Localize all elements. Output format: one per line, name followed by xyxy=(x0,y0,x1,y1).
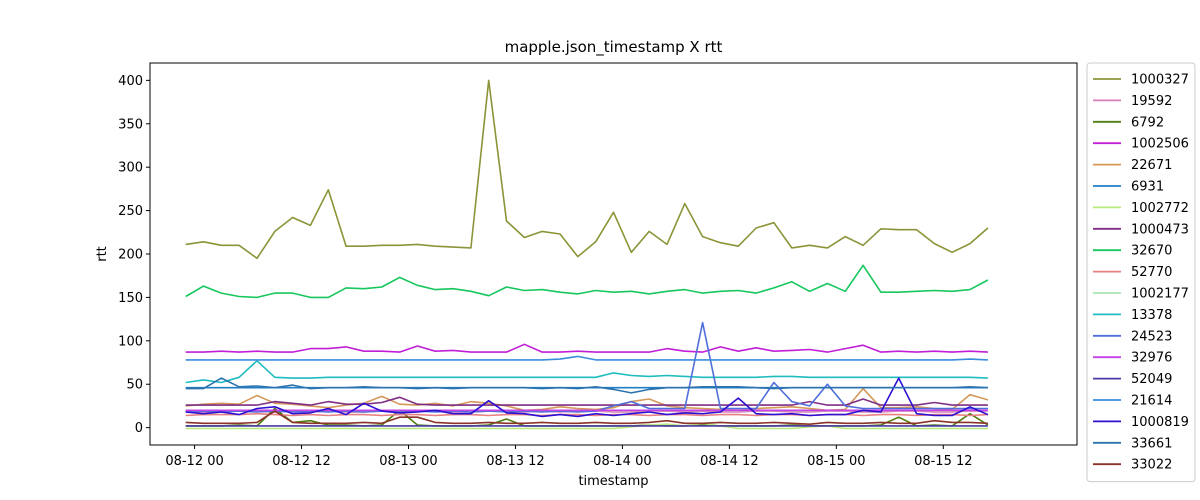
series-line-22671 xyxy=(185,387,989,412)
x-tick-label: 08-13 12 xyxy=(486,454,544,469)
series-line-24523 xyxy=(185,321,988,413)
y-axis-title: rtt xyxy=(95,246,110,262)
legend-label: 1002772 xyxy=(1131,201,1189,216)
legend-label: 1000473 xyxy=(1131,222,1189,237)
legend-box xyxy=(1086,62,1196,483)
legend-label: 19592 xyxy=(1131,94,1172,109)
y-tick-label: 400 xyxy=(118,74,143,89)
legend-label: 1000819 xyxy=(1131,415,1189,430)
y-tick-label: 100 xyxy=(118,334,143,349)
series-line-1002506 xyxy=(185,343,988,353)
legend-label: 13378 xyxy=(1131,308,1172,323)
series-line-1000819 xyxy=(185,377,989,418)
series-line-1000327 xyxy=(185,79,989,260)
x-tick-label: 08-15 12 xyxy=(914,454,972,469)
legend-label: 21614 xyxy=(1131,394,1172,409)
x-tick-label: 08-14 00 xyxy=(593,454,651,469)
y-tick-label: 350 xyxy=(118,117,143,132)
x-tick-label: 08-13 00 xyxy=(379,454,437,469)
series-line-13378 xyxy=(185,359,988,384)
y-tick-label: 50 xyxy=(126,378,143,393)
series-line-33022 xyxy=(185,410,988,426)
x-axis-title: timestamp xyxy=(578,474,648,489)
series-line-1002772 xyxy=(185,422,988,430)
legend-label: 32976 xyxy=(1131,351,1172,366)
legend-label: 1002506 xyxy=(1131,137,1189,152)
x-tick-label: 08-12 00 xyxy=(165,454,223,469)
legend-label: 6792 xyxy=(1131,115,1164,130)
legend-label: 22671 xyxy=(1131,158,1172,173)
legend-label: 6931 xyxy=(1131,180,1164,195)
x-tick-label: 08-15 00 xyxy=(807,454,865,469)
series-line-32670 xyxy=(185,264,989,299)
x-axis: 08-12 00 08-12 12 08-13 00 08-13 12 08-14 00… xyxy=(165,445,973,469)
y-tick-label: 300 xyxy=(118,161,143,176)
x-tick-label: 08-14 12 xyxy=(700,454,758,469)
y-tick-label: 0 xyxy=(135,421,143,436)
series-line-1000473 xyxy=(185,396,988,406)
legend-label: 52049 xyxy=(1131,372,1172,387)
series-line-33661 xyxy=(185,377,988,394)
legend-label: 1000327 xyxy=(1131,73,1189,88)
y-tick-label: 200 xyxy=(118,248,143,263)
legend: 1000327 19592 6792 1002506 22671 6931 1002772 1… xyxy=(1086,62,1196,483)
legend-label: 33022 xyxy=(1131,458,1172,473)
series-layer xyxy=(185,79,989,430)
chart-title: mapple.json_timestamp X rtt xyxy=(505,38,723,57)
series-line-21614 xyxy=(185,355,988,361)
y-axis: 0 50 100 150 200 250 300 350 400 xyxy=(118,74,150,436)
legend-label: 1002177 xyxy=(1131,287,1189,302)
legend-label: 32670 xyxy=(1131,244,1172,259)
y-tick-label: 150 xyxy=(118,291,143,306)
legend-label: 33661 xyxy=(1131,436,1172,451)
legend-label: 52770 xyxy=(1131,265,1172,280)
legend-label: 24523 xyxy=(1131,329,1172,344)
y-tick-label: 250 xyxy=(118,204,143,219)
x-tick-label: 08-12 12 xyxy=(272,454,330,469)
